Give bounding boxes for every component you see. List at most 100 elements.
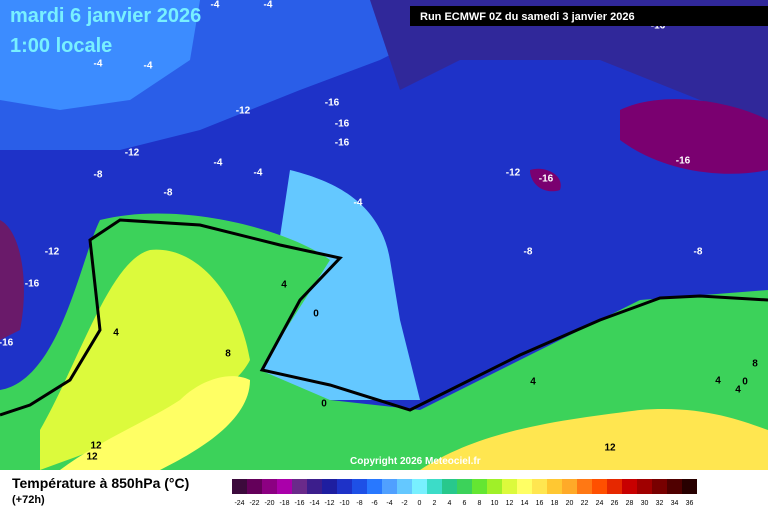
colorbar-label: -20 <box>264 500 274 507</box>
contour-label: -12 <box>506 168 521 179</box>
colorbar-swatch <box>592 479 607 494</box>
contour-label: -16 <box>325 98 340 109</box>
contour-label: 12 <box>86 452 98 463</box>
colorbar-swatch <box>547 479 562 494</box>
contour-label: -8 <box>94 170 103 181</box>
colorbar-label: -16 <box>294 500 304 507</box>
contour-label: -16 <box>651 21 666 32</box>
warm-region <box>60 376 250 470</box>
region <box>0 0 200 110</box>
colorbar-swatch <box>622 479 637 494</box>
contour-label: -4 <box>214 158 223 169</box>
colorbar-label: -10 <box>339 500 349 507</box>
colorbar-swatch <box>232 479 247 494</box>
colorbar-swatch <box>307 479 322 494</box>
colorbar-swatch <box>382 479 397 494</box>
colorbar-label: -14 <box>309 500 319 507</box>
colorbar-swatch <box>412 479 427 494</box>
colorbar-label: -12 <box>324 500 334 507</box>
contour-label: -16 <box>0 338 14 349</box>
colorbar-label: 32 <box>656 500 664 507</box>
colorbar-swatch <box>577 479 592 494</box>
run-box <box>410 6 768 26</box>
contour-label: 8 <box>225 349 231 360</box>
colorbar-label: 30 <box>641 500 649 507</box>
colorbar-label: -4 <box>386 500 392 507</box>
contour-label: 12 <box>604 443 616 454</box>
contour-label: 0 <box>742 377 748 388</box>
contour-label: -4 <box>254 168 263 179</box>
contour-label: -8 <box>694 247 703 258</box>
colorbar-swatch <box>457 479 472 494</box>
colorbar: -24 -22 -20 -18 -16 -14 -12 -10 -8 -6 -4 -2 0 2 4 6 8 10 1… <box>232 479 697 507</box>
colorbar-label: 34 <box>671 500 679 507</box>
warm-region <box>40 249 250 470</box>
contour-label: -4 <box>354 198 363 209</box>
colorbar-label: 10 <box>491 500 499 507</box>
contour-label: -16 <box>25 279 40 290</box>
colorbar-label: 14 <box>521 500 529 507</box>
footer-lead: (+72h) <box>12 494 45 506</box>
colorbar-label: -18 <box>279 500 289 507</box>
colorbar-label: -6 <box>371 500 377 507</box>
warm-region <box>420 409 768 470</box>
colorbar-label: 20 <box>566 500 574 507</box>
colorbar-label: 36 <box>686 500 694 507</box>
contour-label: 4 <box>715 376 721 387</box>
colorbar-swatch <box>352 479 367 494</box>
colorbar-label: 2 <box>433 500 437 507</box>
colorbar-swatch <box>652 479 667 494</box>
region <box>370 0 768 120</box>
colorbar-swatch <box>262 479 277 494</box>
colorbar-label: -2 <box>401 500 407 507</box>
colorbar-label: 28 <box>626 500 634 507</box>
contour-label: -8 <box>164 188 173 199</box>
contour-label: -8 <box>524 247 533 258</box>
colorbar-label: 22 <box>581 500 589 507</box>
cold-core <box>0 220 24 340</box>
contour-label: 8 <box>752 359 758 370</box>
colorbar-label: 8 <box>478 500 482 507</box>
colorbar-swatch <box>472 479 487 494</box>
colorbar-label: 16 <box>536 500 544 507</box>
colorbar-swatch <box>532 479 547 494</box>
contour-label: 4 <box>530 377 536 388</box>
colorbar-swatch <box>247 479 262 494</box>
contour-labels: -4 -4 -16 -4 -4 -16 -12 -16 -16 -12 -4 -4 -8 -12 -16 -1… <box>0 0 758 463</box>
contour-label: 4 <box>113 328 119 339</box>
contour-label: -12 <box>125 148 140 159</box>
contour-label: -16 <box>539 174 554 185</box>
region <box>260 170 420 400</box>
colorbar-swatch <box>427 479 442 494</box>
colorbar-label: 4 <box>448 500 452 507</box>
colorbar-label: 26 <box>611 500 619 507</box>
colorbar-label: 0 <box>418 500 422 507</box>
colorbar-swatch <box>277 479 292 494</box>
contour-label: -4 <box>94 59 103 70</box>
colorbar-label: -24 <box>234 500 244 507</box>
colorbar-swatch <box>367 479 382 494</box>
colorbar-swatch <box>442 479 457 494</box>
contour-label: 4 <box>281 280 287 291</box>
date-title: mardi 6 janvier 2026 <box>10 5 201 27</box>
contour-label: -16 <box>335 119 350 130</box>
zero-contour <box>0 218 768 417</box>
colorbar-swatch <box>337 479 352 494</box>
contour-label: 0 <box>321 399 327 410</box>
colorbar-swatch <box>322 479 337 494</box>
colorbar-swatch <box>637 479 652 494</box>
footer-title: Température à 850hPa (°C) <box>12 475 189 491</box>
contour-label: -12 <box>236 106 251 117</box>
colorbar-label: -22 <box>249 500 259 507</box>
colorbar-swatch <box>607 479 622 494</box>
colorbar-swatch <box>682 479 697 494</box>
colorbar-swatch <box>562 479 577 494</box>
colorbar-label: 6 <box>463 500 467 507</box>
contour-label: 12 <box>90 441 102 452</box>
contour-label: -16 <box>335 138 350 149</box>
contour-label: 0 <box>313 309 319 320</box>
copyright: Copyright 2026 Meteociel.fr <box>350 456 481 467</box>
colorbar-label: 24 <box>596 500 604 507</box>
colorbar-swatch <box>292 479 307 494</box>
